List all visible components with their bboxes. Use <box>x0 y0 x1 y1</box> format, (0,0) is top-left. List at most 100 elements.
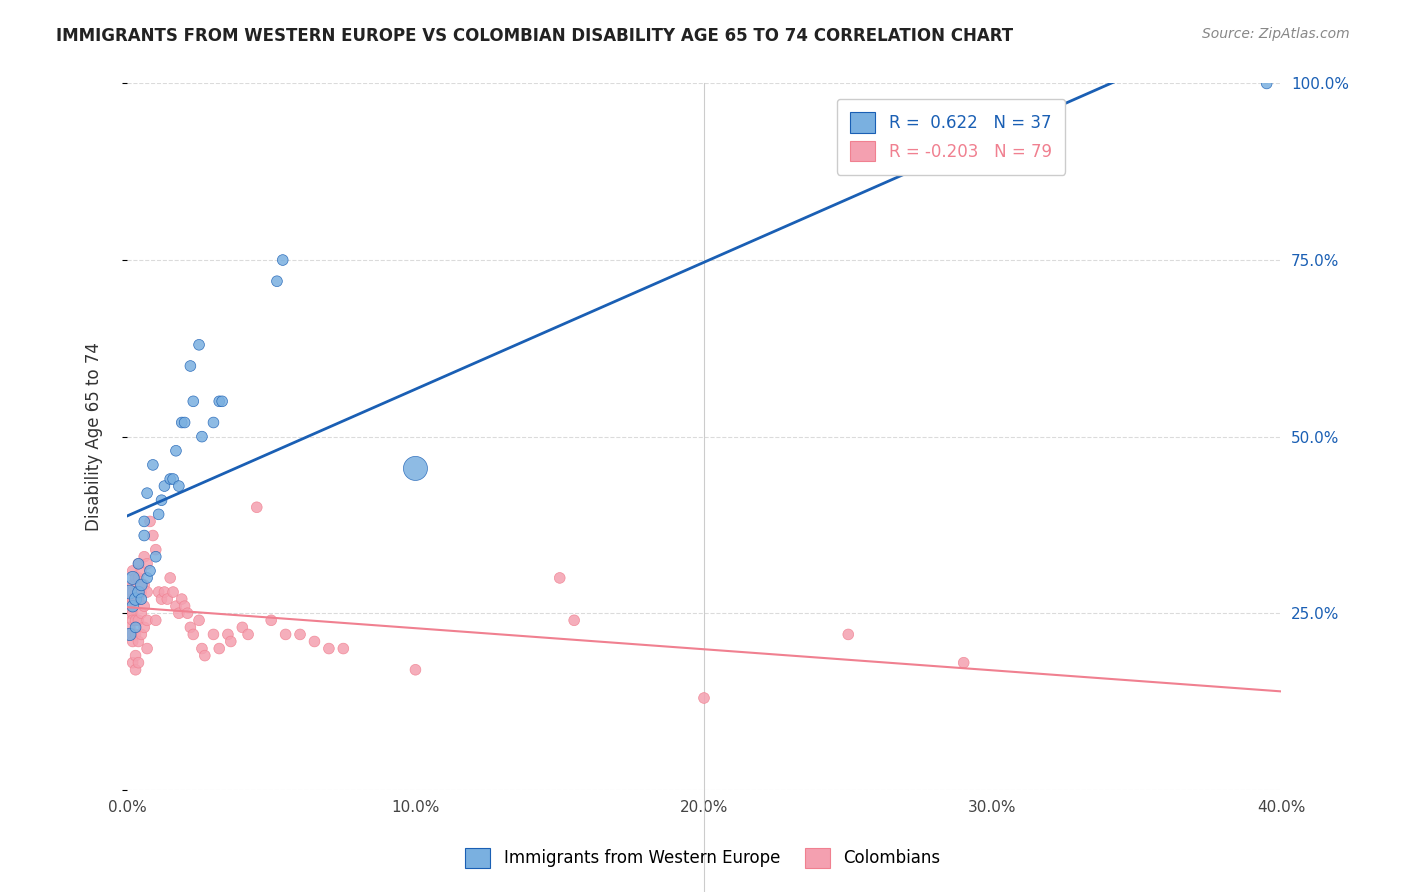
Point <box>131 606 153 620</box>
Point <box>170 592 193 607</box>
Point <box>288 627 311 641</box>
Point <box>162 472 184 486</box>
Point <box>142 528 165 542</box>
Point <box>131 578 153 592</box>
Point <box>136 641 159 656</box>
Point <box>127 634 149 648</box>
Point <box>124 585 146 599</box>
Point <box>260 613 283 627</box>
Point <box>124 627 146 641</box>
Point <box>127 557 149 571</box>
Point <box>136 486 159 500</box>
Point <box>159 571 181 585</box>
Point <box>179 620 201 634</box>
Point <box>134 549 156 564</box>
Point <box>118 627 141 641</box>
Point <box>124 663 146 677</box>
Point <box>167 479 190 493</box>
Point <box>127 585 149 599</box>
Point <box>127 557 149 571</box>
Point <box>153 479 176 493</box>
Point <box>211 394 233 409</box>
Point <box>188 613 211 627</box>
Point <box>191 641 214 656</box>
Point <box>562 613 585 627</box>
Point <box>236 627 259 641</box>
Point <box>127 571 149 585</box>
Point <box>173 416 195 430</box>
Point <box>837 627 859 641</box>
Point <box>121 578 143 592</box>
Point <box>118 627 141 641</box>
Point <box>127 613 149 627</box>
Point <box>118 585 141 599</box>
Point <box>139 515 162 529</box>
Point <box>121 606 143 620</box>
Point <box>217 627 239 641</box>
Point <box>121 656 143 670</box>
Point <box>150 592 173 607</box>
Point <box>162 585 184 599</box>
Point <box>153 585 176 599</box>
Point <box>131 627 153 641</box>
Point <box>150 493 173 508</box>
Point <box>118 592 141 607</box>
Point <box>148 508 170 522</box>
Point <box>124 620 146 634</box>
Point <box>131 592 153 607</box>
Point <box>693 691 716 706</box>
Point <box>136 585 159 599</box>
Point <box>142 458 165 472</box>
Point <box>134 620 156 634</box>
Point <box>208 394 231 409</box>
Legend: R =  0.622   N = 37, R = -0.203   N = 79: R = 0.622 N = 37, R = -0.203 N = 79 <box>837 99 1064 175</box>
Point <box>202 627 225 641</box>
Point <box>246 500 269 515</box>
Point <box>136 571 159 585</box>
Point <box>1256 77 1278 91</box>
Point <box>131 585 153 599</box>
Point <box>124 648 146 663</box>
Point <box>194 648 217 663</box>
Point <box>318 641 340 656</box>
Point <box>124 592 146 607</box>
Text: Source: ZipAtlas.com: Source: ZipAtlas.com <box>1202 27 1350 41</box>
Point <box>139 564 162 578</box>
Point <box>121 585 143 599</box>
Point <box>266 274 288 288</box>
Point <box>145 542 167 557</box>
Point <box>165 443 187 458</box>
Point <box>145 549 167 564</box>
Point <box>134 515 156 529</box>
Point <box>404 461 426 475</box>
Point <box>271 253 294 268</box>
Point <box>165 599 187 614</box>
Point <box>118 599 141 614</box>
Point <box>121 599 143 614</box>
Point <box>145 613 167 627</box>
Point <box>156 592 179 607</box>
Point <box>121 571 143 585</box>
Point <box>121 592 143 607</box>
Point <box>231 620 253 634</box>
Point <box>952 656 974 670</box>
Point <box>127 592 149 607</box>
Point <box>121 634 143 648</box>
Point <box>131 564 153 578</box>
Point <box>121 627 143 641</box>
Point <box>332 641 354 656</box>
Legend: Immigrants from Western Europe, Colombians: Immigrants from Western Europe, Colombia… <box>458 841 948 875</box>
Point <box>148 585 170 599</box>
Point <box>134 599 156 614</box>
Point <box>127 656 149 670</box>
Point <box>191 430 214 444</box>
Point <box>118 620 141 634</box>
Point <box>118 606 141 620</box>
Point <box>134 528 156 542</box>
Point <box>124 592 146 607</box>
Point <box>304 634 326 648</box>
Point <box>404 663 426 677</box>
Point <box>179 359 201 373</box>
Point <box>548 571 571 585</box>
Point <box>124 571 146 585</box>
